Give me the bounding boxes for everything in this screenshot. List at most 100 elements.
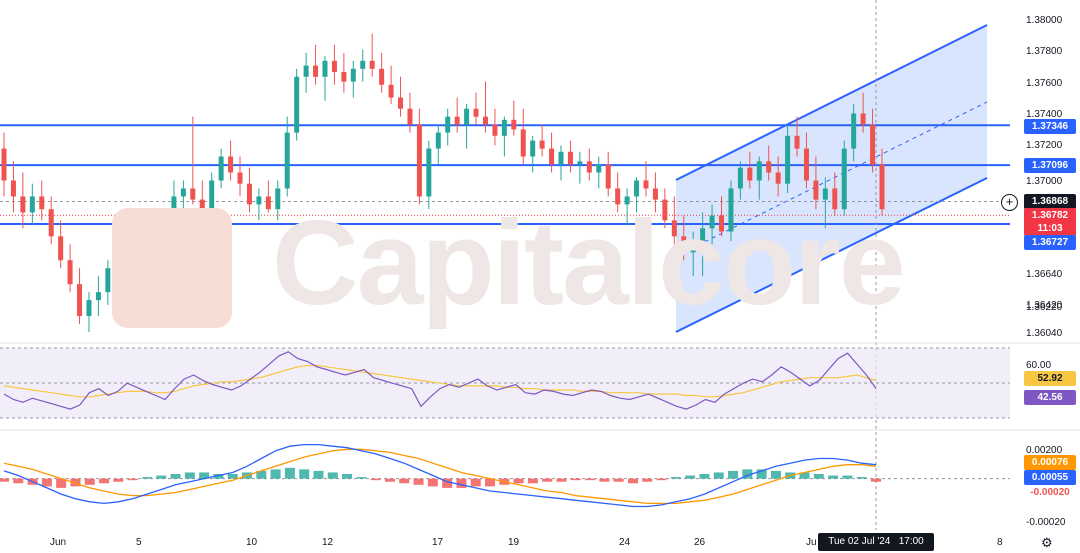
- macd-hist-bar: [813, 474, 824, 479]
- candle-body: [322, 60, 328, 77]
- candle-body: [662, 199, 668, 221]
- rsi-line: [3, 351, 877, 410]
- candle-body: [435, 132, 441, 149]
- candle-body: [331, 60, 337, 72]
- macd-tick: -0.00020: [1026, 517, 1066, 528]
- macd-hist-bar: [542, 478, 553, 482]
- candle-body: [426, 148, 432, 197]
- candle-body: [256, 196, 262, 205]
- macd-hist-bar: [642, 478, 653, 482]
- macd-hist-bar: [156, 475, 167, 479]
- candle-body: [86, 300, 92, 317]
- candle-body: [48, 209, 54, 237]
- candle-body: [492, 124, 498, 136]
- price-tick: 1.37000: [1026, 176, 1063, 187]
- candle-body: [473, 108, 479, 117]
- macd-hist-bar: [570, 478, 581, 481]
- candle-body: [58, 236, 64, 261]
- candle-body: [785, 135, 791, 184]
- macd-signal-line: [3, 448, 877, 505]
- macd-hist-bar: [384, 478, 395, 482]
- candle-body: [605, 164, 611, 189]
- candle-body: [114, 268, 120, 293]
- price-label-level: 1.37096: [1024, 158, 1076, 173]
- x-axis-label: 26: [694, 537, 706, 548]
- candle-body: [747, 167, 753, 181]
- macd-hist-bar: [41, 478, 52, 487]
- macd-hist-bar: [613, 478, 624, 482]
- price-label-last: 1.36782: [1024, 208, 1076, 223]
- macd-hist-bar: [828, 475, 839, 479]
- settings-gear-icon[interactable]: ⚙: [1041, 535, 1053, 550]
- x-axis-label: 12: [322, 537, 334, 548]
- candle-body: [586, 161, 592, 173]
- candle-body: [870, 124, 876, 165]
- macd-hist-bar: [699, 474, 710, 479]
- price-label-crosshair: 1.36868: [1024, 194, 1076, 209]
- macd-hist-bar: [313, 470, 324, 479]
- candle-body: [388, 84, 394, 98]
- crosshair-date: Tue 02 Jul '24: [828, 536, 891, 547]
- channel-upper-line: [675, 24, 988, 181]
- macd-hist-bar: [84, 478, 95, 485]
- candle-body: [190, 188, 196, 200]
- price-tick: 1.37600: [1026, 78, 1063, 89]
- macd-hist-bar: [856, 477, 867, 479]
- candle-body: [10, 180, 16, 197]
- macd-hist-bar: [327, 472, 338, 479]
- macd-hist-bar: [413, 478, 424, 485]
- candle-body: [152, 276, 158, 296]
- candle-body: [700, 228, 706, 245]
- candle-body: [416, 124, 422, 197]
- candle-body: [511, 119, 517, 130]
- candle-body: [275, 188, 281, 210]
- candle-body: [379, 68, 385, 85]
- price-label-countdown: 11:03: [1024, 221, 1076, 236]
- price-tick: 1.37400: [1026, 109, 1063, 120]
- candle-body: [634, 180, 640, 197]
- macd-signal-value-label: 0.00055: [1024, 470, 1076, 485]
- macd-hist-bar: [470, 478, 481, 487]
- candle-body: [29, 196, 35, 213]
- macd-tick: 0.00200: [1026, 445, 1063, 456]
- rsi-tick: 60.00: [1026, 360, 1052, 371]
- candle-body: [161, 220, 167, 277]
- price-tick: 1.38000: [1026, 15, 1063, 26]
- macd-hist-bar: [0, 478, 9, 482]
- macd-hist-bar: [227, 474, 238, 479]
- rsi-value-label: 52.92: [1024, 371, 1076, 386]
- candle-body: [482, 116, 488, 125]
- candle-body: [501, 119, 507, 136]
- price-tick: 1.37200: [1026, 140, 1063, 151]
- macd-hist-bar: [656, 478, 667, 481]
- macd-hist-bar: [456, 478, 467, 488]
- x-axis-label: 24: [619, 537, 631, 548]
- macd-hist-bar: [842, 475, 853, 479]
- add-alert-icon[interactable]: +: [1001, 194, 1018, 211]
- macd-hist-bar: [513, 478, 524, 484]
- candle-body: [558, 151, 564, 165]
- candle-body: [398, 97, 404, 109]
- price-tick: 1.37800: [1026, 46, 1063, 57]
- candle-body: [1, 148, 7, 181]
- crosshair-date-label: Tue 02 Jul '24 17:00: [818, 533, 934, 551]
- x-axis-label: 17: [432, 537, 444, 548]
- macd-hist-bar: [627, 478, 638, 484]
- candle-body: [709, 215, 715, 229]
- candle-body: [737, 167, 743, 189]
- candle-body: [766, 161, 772, 173]
- candle-body: [671, 220, 677, 237]
- candle-body: [95, 292, 101, 301]
- macd-hist-bar: [13, 478, 24, 484]
- rsi-ma-value-label: 42.56: [1024, 390, 1076, 405]
- candle-body: [549, 148, 555, 165]
- candle-body: [133, 252, 139, 277]
- macd-hist-bar: [70, 478, 81, 487]
- candle-body: [530, 140, 536, 157]
- rsi-ma-line: [3, 364, 877, 398]
- channel-fill: [676, 25, 987, 332]
- macd-hist-bar: [485, 478, 496, 487]
- candle-body: [520, 129, 526, 157]
- candle-body: [596, 164, 602, 173]
